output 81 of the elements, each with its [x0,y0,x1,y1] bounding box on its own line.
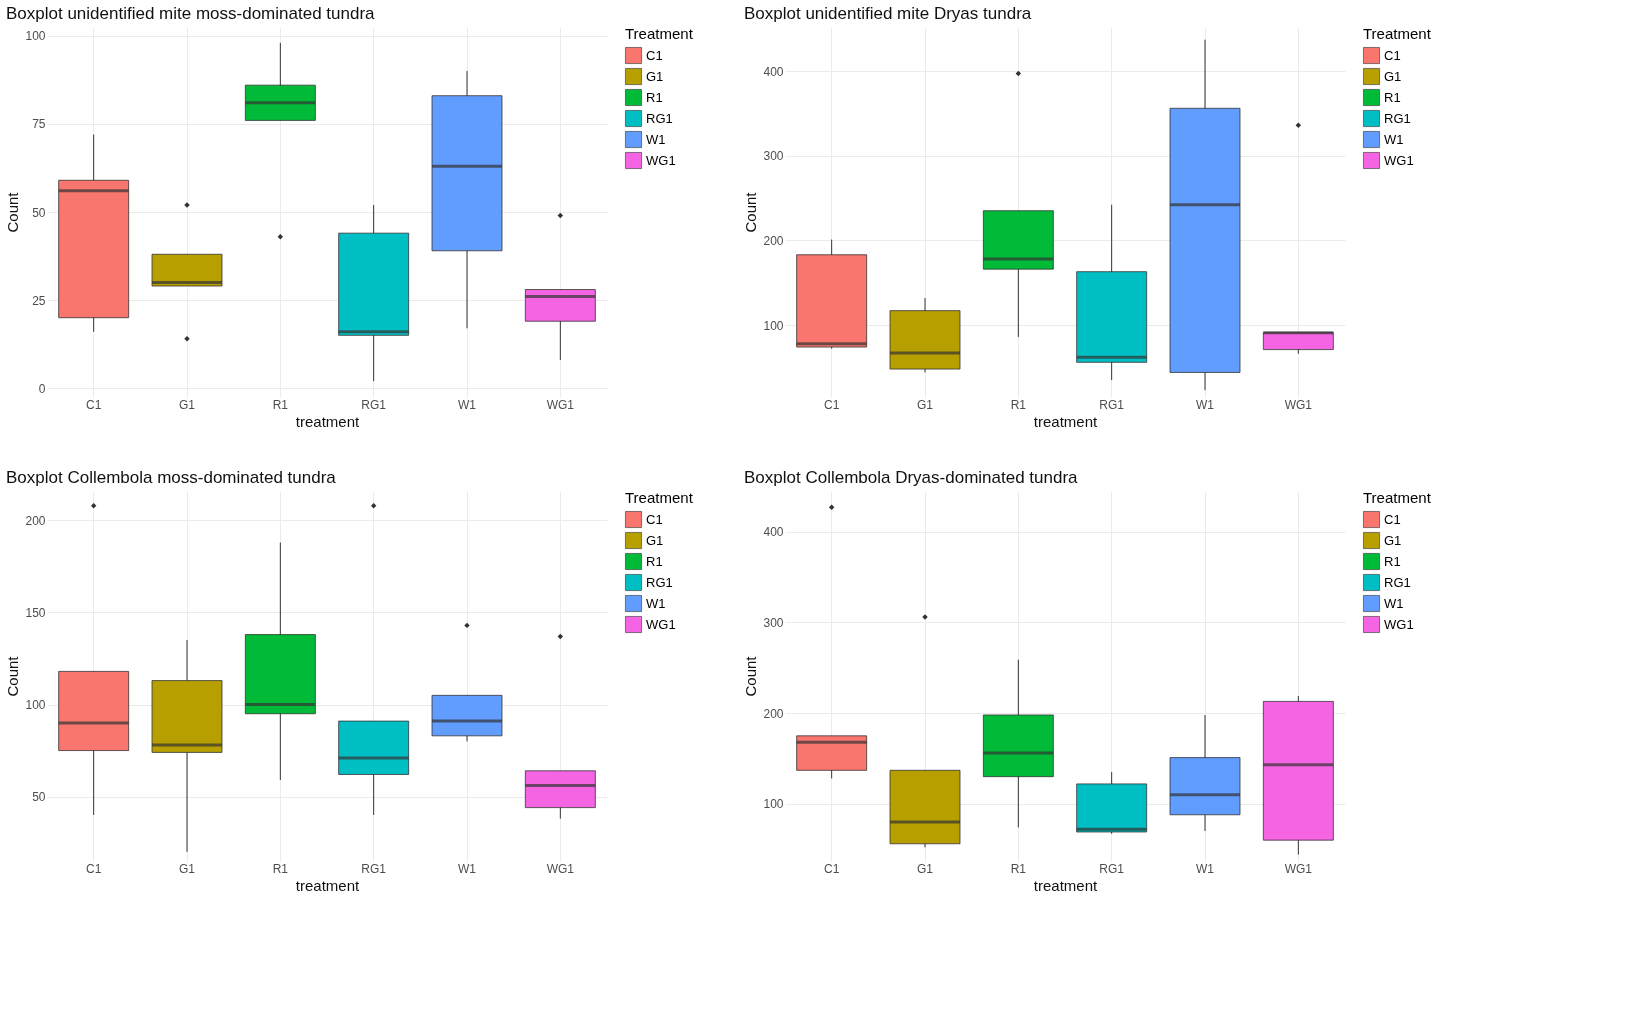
x-axis-title: treatment [295,876,361,894]
x-tick-label: G1 [178,397,196,412]
x-tick-label: W1 [1196,397,1215,412]
y-axis-title: Count [742,191,760,233]
legend-label: R1 [646,553,663,569]
x-tick-label: W1 [458,861,477,876]
legend-label: WG1 [1384,152,1414,168]
y-tick-label: 400 [763,525,784,540]
legend-label: R1 [1384,553,1401,569]
y-axis-title: Count [742,655,760,697]
y-tick-label: 75 [32,117,46,132]
chart-title: Boxplot unidentified mite Dryas tundra [743,4,1032,23]
legend-label: C1 [1384,511,1401,527]
x-tick-label: C1 [85,397,102,412]
legend-title: Treatment [625,25,694,42]
legend-label: C1 [646,511,663,527]
y-tick-label: 150 [25,605,46,620]
x-tick-label: G1 [916,861,934,876]
legend-label: W1 [1384,131,1404,147]
y-tick-label: 200 [763,233,784,248]
legend-label: W1 [646,131,666,147]
legend-title: Treatment [625,489,694,506]
x-tick-label: G1 [916,397,934,412]
x-tick-label: G1 [178,861,196,876]
x-tick-label: WG1 [546,861,575,876]
legend-label: R1 [646,89,663,105]
x-tick-label: WG1 [546,397,575,412]
legend-label: RG1 [646,574,673,590]
y-tick-label: 200 [763,706,784,721]
x-tick-label: RG1 [1099,861,1125,876]
y-axis-title: Count [4,191,22,233]
chart-title: Boxplot unidentified mite moss-dominated tundra [5,4,376,23]
y-tick-label: 100 [763,797,784,812]
legend-label: G1 [1384,532,1402,548]
legend-label: RG1 [1384,574,1411,590]
legend-label: WG1 [646,616,676,632]
legend-label: C1 [646,47,663,63]
x-tick-label: RG1 [1099,397,1125,412]
chart-title: Boxplot Collembola Dryas-dominated tundra [743,468,1079,487]
y-tick-label: 300 [763,149,784,164]
x-tick-label: R1 [272,397,289,412]
x-tick-label: C1 [85,861,102,876]
x-axis-title: treatment [295,412,361,430]
y-tick-label: 300 [763,616,784,630]
legend-label: WG1 [646,152,676,168]
x-tick-label: WG1 [1284,397,1313,412]
x-tick-label: W1 [458,397,477,412]
x-axis-title: treatment [1033,876,1099,894]
x-tick-label: RG1 [361,397,387,412]
y-tick-label: 25 [32,293,46,308]
y-tick-label: 400 [763,64,784,79]
legend-label: G1 [646,68,664,84]
y-tick-label: 100 [763,318,784,333]
legend-label: W1 [1384,595,1404,611]
legend-label: RG1 [646,110,673,126]
y-tick-label: 0 [38,381,46,396]
x-tick-label: R1 [1010,397,1027,412]
legend-title: Treatment [1363,489,1432,506]
y-tick-label: 100 [25,29,46,44]
legend-title: Treatment [1363,25,1432,42]
y-axis-title: Count [4,655,22,697]
legend-label: W1 [646,595,666,611]
legend-label: R1 [1384,89,1401,105]
x-tick-label: RG1 [361,861,387,876]
legend-label: C1 [1384,47,1401,63]
x-tick-label: C1 [823,397,840,412]
x-tick-label: WG1 [1284,861,1313,876]
x-tick-label: R1 [1010,861,1027,876]
y-tick-label: 100 [25,698,46,713]
x-tick-label: R1 [272,861,289,876]
legend-label: G1 [1384,68,1402,84]
x-axis-title: treatment [1033,412,1099,430]
x-tick-label: W1 [1196,861,1215,876]
y-tick-label: 50 [32,790,46,805]
y-tick-label: 50 [32,205,46,220]
legend-label: RG1 [1384,110,1411,126]
legend-label: G1 [646,532,664,548]
chart-title: Boxplot Collembola moss-dominated tundra [5,468,337,487]
legend-label: WG1 [1384,616,1414,632]
y-tick-label: 200 [25,513,46,528]
x-tick-label: C1 [823,861,840,876]
